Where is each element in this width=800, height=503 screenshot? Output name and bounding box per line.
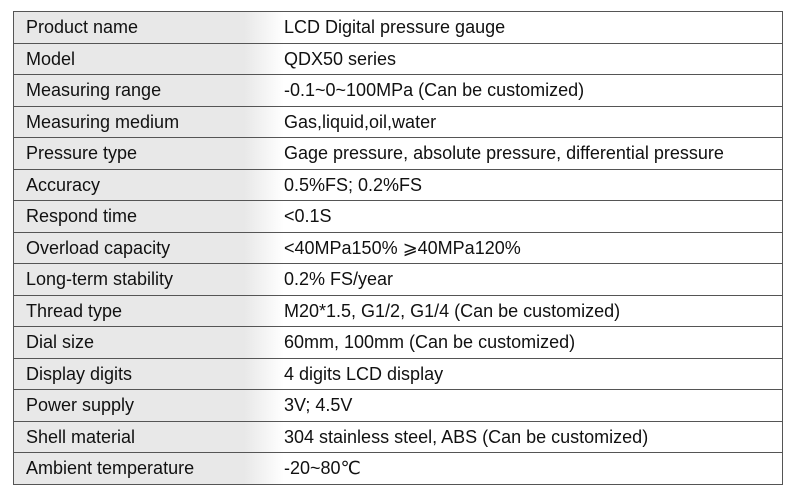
row-value: 4 digits LCD display [284,357,783,390]
row-label: Respond time [13,200,244,233]
row-divider [244,105,284,138]
table-row: Shell material 304 stainless steel, ABS … [13,420,783,453]
row-value: <40MPa150% ⩾40MPa120% [284,231,783,264]
row-value: 0.2% FS/year [284,263,783,296]
table-row: Dial size 60mm, 100mm (Can be customized… [13,326,783,359]
row-value: M20*1.5, G1/2, G1/4 (Can be customized) [284,294,783,327]
row-divider [244,357,284,390]
table-row: Model QDX50 series [13,42,783,75]
row-label: Ambient temperature [13,452,244,485]
row-label: Model [13,42,244,75]
row-label: Display digits [13,357,244,390]
row-divider [244,74,284,107]
table-row: Ambient temperature -20~80℃ [13,452,783,485]
row-label: Dial size [13,326,244,359]
row-value: Gas,liquid,oil,water [284,105,783,138]
row-divider [244,326,284,359]
row-label: Long-term stability [13,263,244,296]
row-divider [244,11,284,44]
row-divider [244,389,284,422]
table-row: Display digits 4 digits LCD display [13,357,783,390]
row-divider [244,420,284,453]
table-row: Respond time <0.1S [13,200,783,233]
table-row: Overload capacity <40MPa150% ⩾40MPa120% [13,231,783,264]
row-divider [244,42,284,75]
row-value: -20~80℃ [284,452,783,485]
row-label: Power supply [13,389,244,422]
row-label: Measuring range [13,74,244,107]
row-divider [244,231,284,264]
spec-table-body: Product name LCD Digital pressure gauge … [13,11,783,485]
table-row: Measuring range -0.1~0~100MPa (Can be cu… [13,74,783,107]
row-label: Shell material [13,420,244,453]
table-row: Long-term stability 0.2% FS/year [13,263,783,296]
row-label: Pressure type [13,137,244,170]
row-value: 3V; 4.5V [284,389,783,422]
row-label: Thread type [13,294,244,327]
row-divider [244,452,284,485]
table-row: Accuracy 0.5%FS; 0.2%FS [13,168,783,201]
row-divider [244,263,284,296]
row-divider [244,294,284,327]
row-label: Measuring medium [13,105,244,138]
row-value: LCD Digital pressure gauge [284,11,783,44]
row-label: Accuracy [13,168,244,201]
row-divider [244,200,284,233]
row-divider [244,137,284,170]
row-value: QDX50 series [284,42,783,75]
spec-table: Product name LCD Digital pressure gauge … [13,11,783,485]
row-label: Product name [13,11,244,44]
row-value: Gage pressure, absolute pressure, differ… [284,137,783,170]
table-row: Product name LCD Digital pressure gauge [13,11,783,44]
row-value: -0.1~0~100MPa (Can be customized) [284,74,783,107]
table-row: Thread type M20*1.5, G1/2, G1/4 (Can be … [13,294,783,327]
table-row: Measuring medium Gas,liquid,oil,water [13,105,783,138]
table-row: Power supply 3V; 4.5V [13,389,783,422]
row-value: 304 stainless steel, ABS (Can be customi… [284,420,783,453]
row-label: Overload capacity [13,231,244,264]
row-value: 0.5%FS; 0.2%FS [284,168,783,201]
table-row: Pressure type Gage pressure, absolute pr… [13,137,783,170]
row-value: <0.1S [284,200,783,233]
row-value: 60mm, 100mm (Can be customized) [284,326,783,359]
row-divider [244,168,284,201]
